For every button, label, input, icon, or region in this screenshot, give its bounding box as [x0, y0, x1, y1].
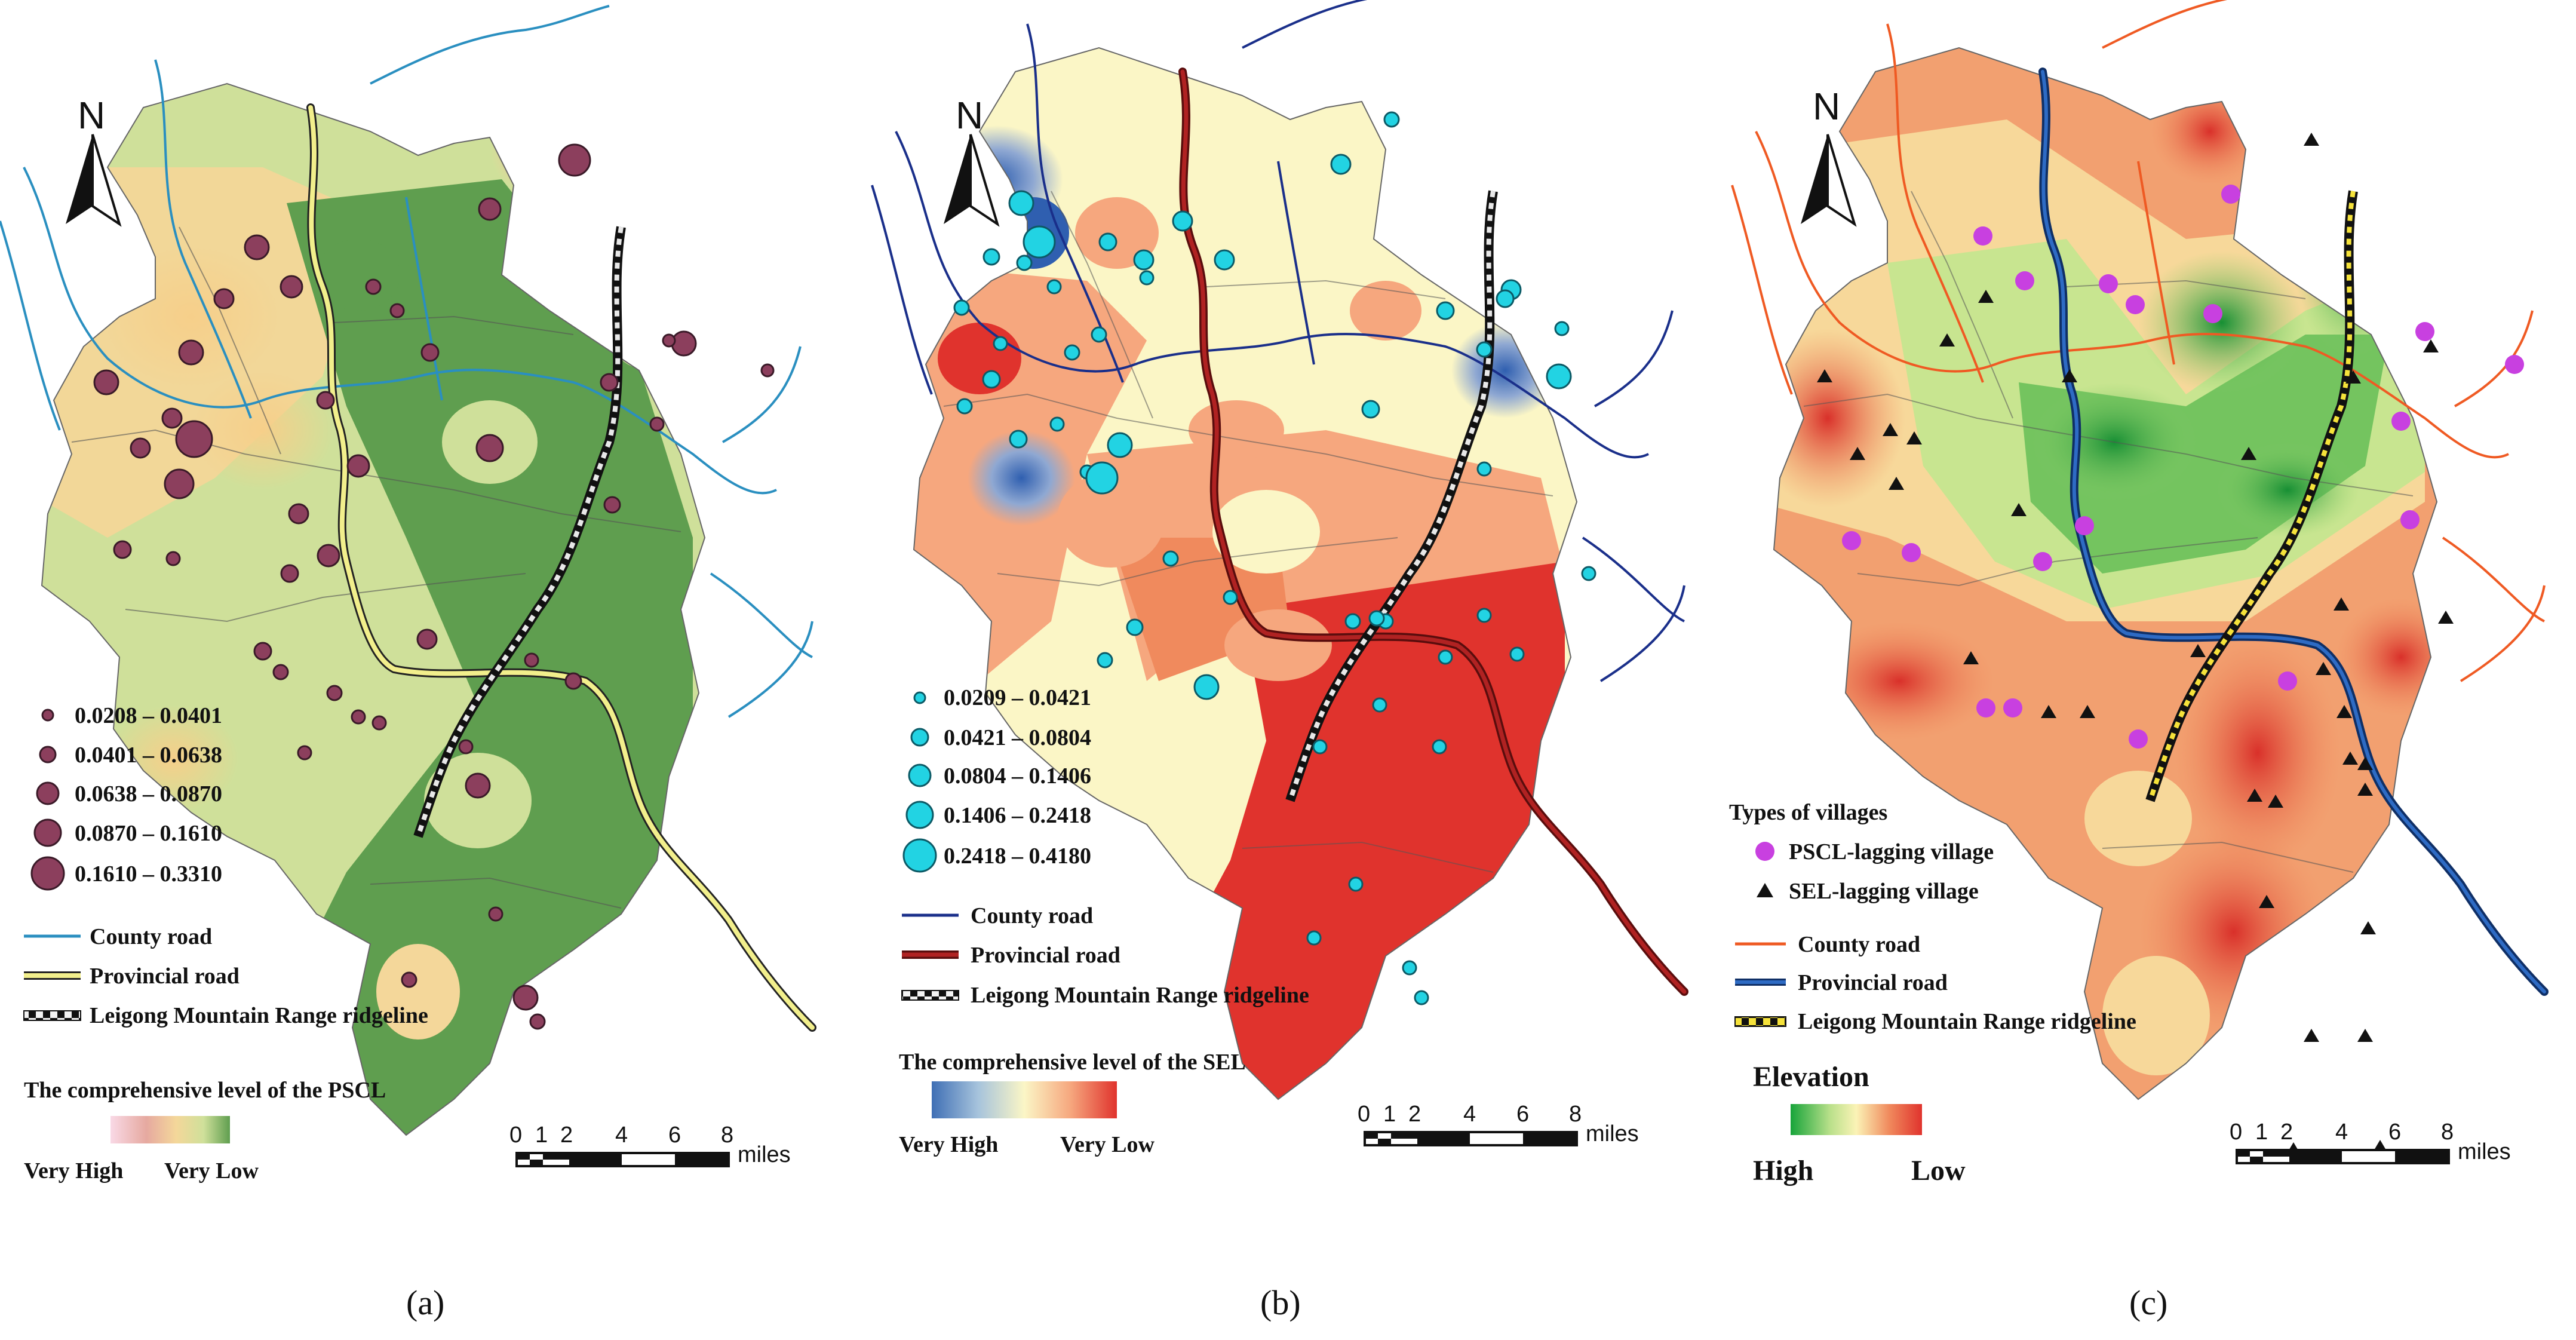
pscl-lagging-villages [1842, 185, 2524, 749]
ramp-c-left: High [1753, 1155, 1813, 1186]
legend-points-b: 0.0209 – 0.0421 0.0421 – 0.0804 0.0804 –… [902, 685, 1091, 873]
legend-b-4: 0.1406 – 0.2418 [944, 803, 1091, 828]
legend-a-2: 0.0401 – 0.0638 [75, 743, 222, 768]
ramp-c-right: Low [1911, 1155, 1966, 1186]
legend-c-ridge: Leigong Mountain Range ridgeline [1798, 1009, 2136, 1034]
scale-a-t6: 6 [668, 1123, 681, 1148]
scale-a-t0: 0 [509, 1123, 522, 1148]
ramp-c-title: Elevation [1753, 1061, 1869, 1093]
legend-c-pscl: PSCL-lagging village [1789, 839, 1994, 864]
scale-b-t8: 8 [1569, 1102, 1582, 1127]
scale-bar-a: 0 1 2 4 6 8 miles [509, 1123, 791, 1167]
legend-b-2: 0.0421 – 0.0804 [944, 725, 1091, 750]
scale-c-t8: 8 [2441, 1120, 2454, 1145]
legend-a-county: County road [90, 924, 212, 949]
legend-points-a: 0.0208 – 0.0401 0.0401 – 0.0638 0.0638 –… [30, 703, 222, 891]
scale-b-t1: 1 [1383, 1102, 1396, 1127]
ramp-c: Elevation High Low [1753, 1061, 1966, 1186]
legend-b-ridge: Leigong Mountain Range ridgeline [971, 983, 1309, 1008]
scale-c-t0: 0 [2230, 1120, 2242, 1145]
north-label-a: N [78, 94, 105, 137]
ramp-b-title: The comprehensive level of the SEL [899, 1050, 1246, 1075]
caption-b: (b) [1260, 1283, 1301, 1322]
legend-b-5: 0.2418 – 0.4180 [944, 844, 1091, 869]
north-label-c: N [1813, 85, 1840, 128]
ramp-b: The comprehensive level of the SEL Very … [899, 1050, 1246, 1157]
panel-a-pscl-map: N 0.0208 – 0.0401 0.0401 – 0.0638 0.0638… [0, 5, 816, 1322]
legend-types-c: Types of villages PSCL-lagging village S… [1729, 800, 1994, 904]
legend-lines-a: County road Provincial road Leigong Moun… [23, 924, 428, 1028]
ramp-b-left: Very High [899, 1132, 998, 1157]
scale-a-t1: 1 [535, 1123, 548, 1148]
scale-c-t2: 2 [2280, 1120, 2293, 1145]
legend-a-ridge: Leigong Mountain Range ridgeline [90, 1003, 428, 1028]
legend-a-3: 0.0638 – 0.0870 [75, 781, 222, 807]
scale-c-unit: miles [2458, 1139, 2511, 1164]
scale-b-t4: 4 [1463, 1102, 1476, 1127]
north-label-b: N [956, 94, 983, 137]
legend-c-county: County road [1798, 932, 1920, 957]
scale-b-t2: 2 [1408, 1102, 1421, 1127]
scale-bar-c: 0 1 2 4 6 8 miles [2230, 1120, 2511, 1164]
scale-c-t1: 1 [2255, 1120, 2268, 1145]
ramp-a: The comprehensive level of the PSCL Very… [24, 1078, 386, 1183]
ramp-b-right: Very Low [1060, 1132, 1155, 1157]
legend-b-county: County road [971, 903, 1093, 928]
legend-b-1: 0.0209 – 0.0421 [944, 685, 1091, 710]
scale-a-unit: miles [738, 1142, 791, 1167]
scale-b-t6: 6 [1516, 1102, 1529, 1127]
scale-b-t0: 0 [1358, 1102, 1370, 1127]
scale-b-unit: miles [1586, 1121, 1639, 1146]
north-arrow-a: N [66, 94, 122, 227]
legend-lines-b: County road Provincial road Leigong Moun… [901, 903, 1309, 1008]
legend-a-1: 0.0208 – 0.0401 [75, 703, 222, 728]
legend-a-5: 0.1610 – 0.3310 [75, 861, 222, 887]
ramp-a-right: Very Low [164, 1158, 259, 1183]
legend-a-provincial: Provincial road [90, 964, 240, 989]
north-arrow-c: N [1801, 85, 1857, 227]
ramp-a-left: Very High [24, 1158, 123, 1183]
north-arrow-b: N [944, 94, 1000, 227]
caption-c: (c) [2129, 1283, 2167, 1322]
legend-b-provincial: Provincial road [971, 943, 1120, 968]
scale-bar-b: 0 1 2 4 6 8 miles [1358, 1102, 1639, 1146]
scale-a-t8: 8 [721, 1123, 733, 1148]
scale-c-t4: 4 [2335, 1120, 2348, 1145]
sel-points [953, 111, 1596, 1005]
legend-c-sel: SEL-lagging village [1789, 879, 1979, 904]
legend-c-types-title: Types of villages [1729, 800, 1887, 825]
legend-lines-c: County road Provincial road Leigong Moun… [1734, 932, 2136, 1034]
scale-a-t4: 4 [615, 1123, 628, 1148]
legend-c-provincial: Provincial road [1798, 970, 1948, 995]
pscl-points [93, 143, 775, 1030]
legend-b-3: 0.0804 – 0.1406 [944, 763, 1091, 789]
ramp-a-title: The comprehensive level of the PSCL [24, 1078, 386, 1103]
panel-b-sel-map: N 0.0209 – 0.0421 0.0421 – 0.0804 0.0804… [871, 0, 1688, 1322]
caption-a: (a) [406, 1283, 444, 1322]
legend-a-4: 0.0870 – 0.1610 [75, 821, 222, 846]
scale-a-t2: 2 [560, 1123, 573, 1148]
scale-c-t6: 6 [2388, 1120, 2401, 1145]
panel-c-elevation-map: N Types of villages PSCL-lagging village… [1729, 0, 2549, 1322]
